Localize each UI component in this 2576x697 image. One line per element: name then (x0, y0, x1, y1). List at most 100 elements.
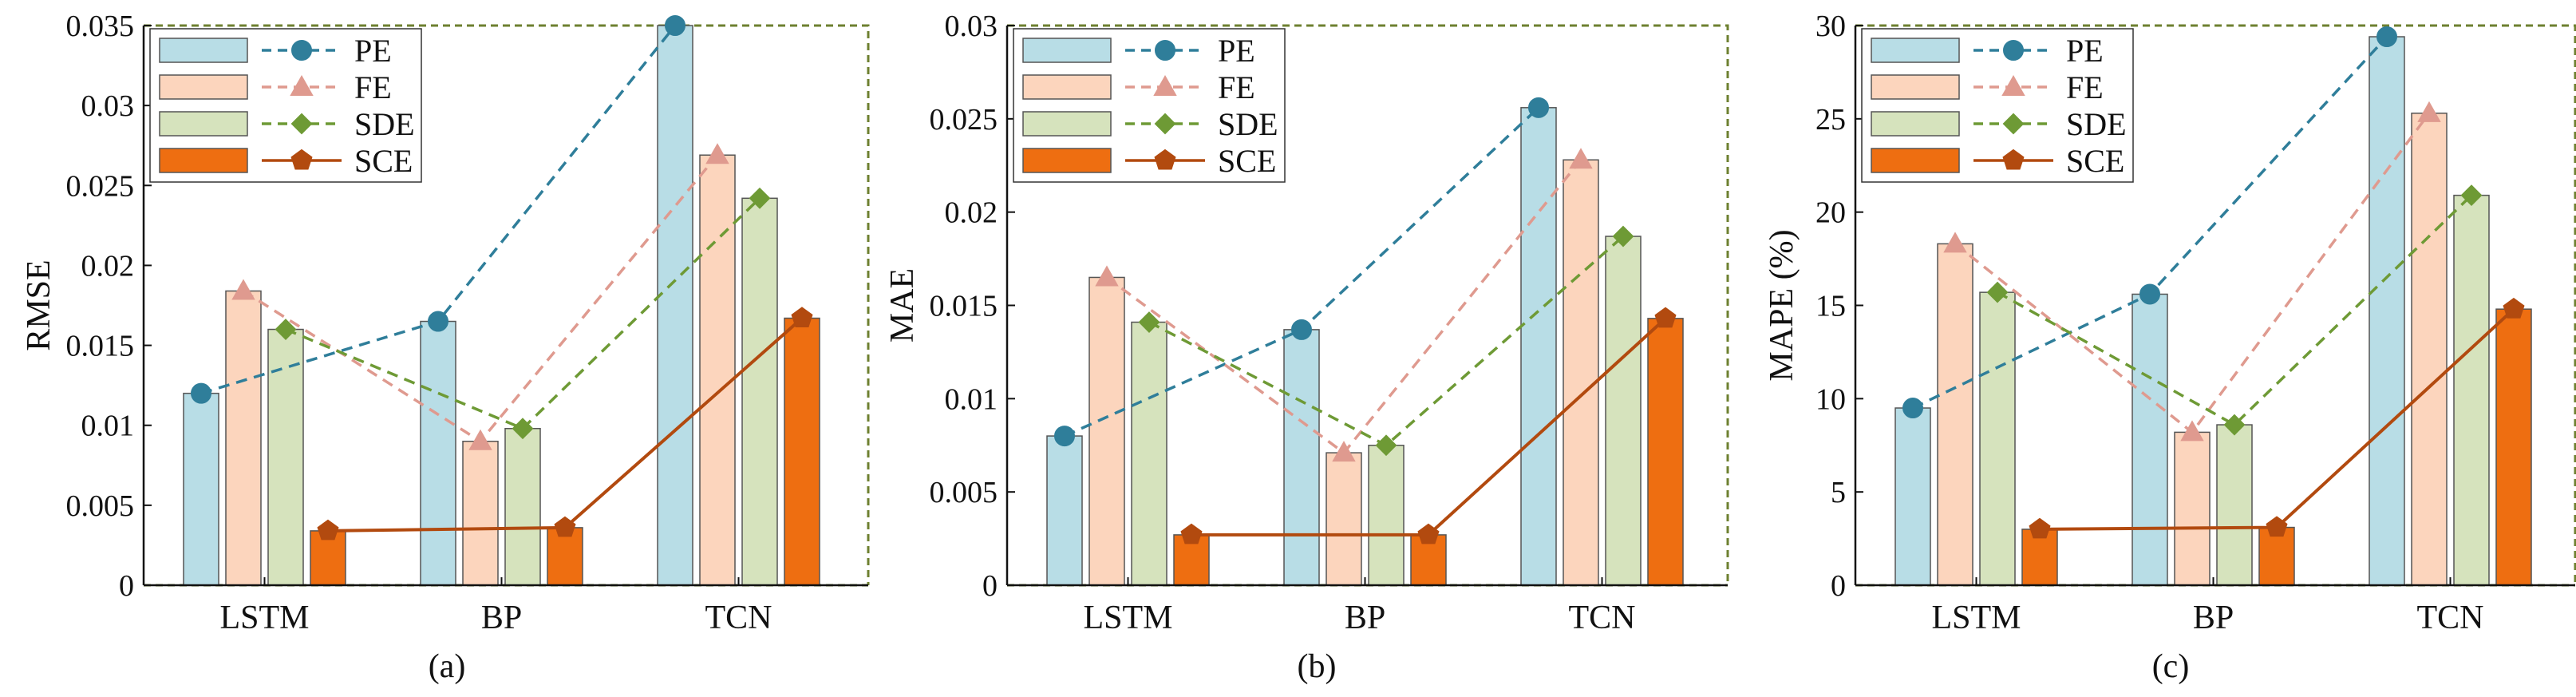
y-tick-label: 0.025 (930, 103, 998, 137)
point-sde-lstm (1138, 311, 1160, 333)
y-tick-label: 0.005 (66, 489, 135, 523)
chart-panel-3: 0 5 10 15 20 25 30 LSTM BP TCN MAPE (%) (c) PEFESDES… (1764, 10, 2576, 685)
legend-swatch-fe (1022, 74, 1112, 100)
x-tick-label: LSTM (1931, 600, 2021, 636)
legend-marker-sce (1154, 149, 1176, 170)
y-tick-label: 0.03 (945, 10, 998, 43)
point-fe-tcn (2417, 101, 2441, 122)
bar-sde-tcn (741, 197, 778, 586)
y-tick-label: 10 (1815, 382, 1846, 416)
legend-label-fe: FE (354, 69, 392, 105)
legend-swatch-sde (1022, 111, 1112, 137)
bar-fe-bp (462, 440, 499, 586)
bar-fe-bp (2174, 431, 2211, 586)
bar-fe-tcn (2411, 113, 2448, 586)
bar-fe-lstm (1088, 276, 1125, 586)
bar-sce-bp (2258, 526, 2295, 586)
point-sce-tcn (2503, 297, 2525, 319)
y-tick-label: 0.03 (81, 89, 135, 123)
point-fe-tcn (1569, 148, 1593, 169)
bar-sde-tcn (1605, 236, 1642, 586)
point-pe-lstm (1054, 426, 1075, 447)
bar-fe-tcn (1563, 159, 1599, 586)
legend-swatch-fe (159, 74, 248, 100)
point-sde-tcn (1612, 225, 1634, 248)
point-sde-lstm (275, 319, 297, 340)
bar-sde-bp (1368, 445, 1405, 586)
x-tick-label: BP (481, 600, 522, 636)
legend-label-sce: SCE (1218, 143, 1276, 179)
bar-pe-tcn (1520, 107, 1557, 586)
bar-pe-bp (1283, 329, 1320, 586)
legend-swatch-fe (1871, 74, 1960, 100)
legend-label-fe: FE (2066, 69, 2104, 105)
legend-swatch-pe (159, 38, 248, 63)
legend-label-pe: PE (354, 33, 392, 69)
legend-swatch-sde (159, 111, 248, 137)
bar-fe-bp (1326, 452, 1362, 586)
legend-marker-pe (1155, 40, 1175, 61)
y-tick-label: 0.01 (81, 410, 135, 443)
bar-sce-lstm (2021, 529, 2058, 586)
point-sce-bp (554, 516, 576, 537)
legend-marker-fe (2001, 74, 2025, 96)
legend-label-sde: SDE (2066, 106, 2127, 142)
x-tick-label: LSTM (1083, 600, 1172, 636)
legend-swatch-pe (1022, 38, 1112, 63)
legend-marker-sde (2002, 113, 2025, 135)
bar-sce-tcn (784, 317, 820, 586)
point-sde-bp (512, 418, 534, 440)
legend-label-sde: SDE (1218, 106, 1278, 142)
y-axis-label: RMSE (21, 259, 57, 350)
point-sde-tcn (749, 187, 771, 209)
y-tick-label: 0.015 (66, 330, 135, 363)
legend-marker-sde (290, 113, 313, 135)
point-sce-bp (2266, 516, 2288, 537)
legend-label-sde: SDE (354, 106, 415, 142)
bar-fe-tcn (699, 154, 736, 586)
legend-marker-pe (291, 40, 312, 61)
panel-label: (c) (2152, 648, 2190, 685)
legend-swatch-sde (1871, 111, 1960, 137)
plot-frame (144, 24, 870, 585)
y-tick-label: 5 (1831, 476, 1846, 509)
point-pe-lstm (1902, 398, 1923, 419)
bar-sce-tcn (1647, 318, 1684, 586)
y-tick-label: 0.015 (930, 290, 998, 323)
legend-marker-pe (2003, 40, 2024, 61)
point-sce-bp (1417, 523, 1440, 545)
x-tick-label: LSTM (219, 600, 309, 636)
bar-fe-lstm (1937, 243, 1973, 586)
y-tick-label: 0 (119, 569, 134, 603)
bar-sde-lstm (267, 328, 304, 586)
legend-swatch-sce (1022, 148, 1112, 173)
y-tick-label: 20 (1815, 196, 1846, 230)
point-fe-lstm (231, 279, 255, 300)
bar-pe-tcn (657, 25, 693, 586)
bar-sde-bp (504, 427, 541, 586)
x-tick-label: BP (2193, 600, 2234, 636)
point-fe-tcn (705, 143, 729, 164)
y-axis-label: MAE (884, 268, 921, 343)
legend-swatch-sce (159, 148, 248, 173)
y-tick-label: 0.025 (66, 169, 135, 203)
legend-marker-sce (2002, 149, 2025, 170)
point-fe-bp (2180, 420, 2204, 442)
panel-label: (b) (1298, 648, 1337, 685)
y-axis-label: MAPE (%) (1764, 229, 1800, 381)
y-tick-label: 25 (1815, 103, 1846, 137)
bar-sde-bp (2216, 424, 2253, 586)
panel-label: (a) (429, 648, 466, 685)
point-fe-lstm (1095, 265, 1119, 287)
point-fe-lstm (1943, 232, 1967, 253)
bar-sde-lstm (1979, 291, 2016, 586)
point-pe-bp (1291, 319, 1312, 340)
bar-pe-bp (2132, 293, 2168, 586)
point-pe-tcn (665, 15, 685, 36)
point-sce-lstm (1180, 523, 1203, 545)
y-tick-label: 0 (982, 569, 998, 603)
y-tick-label: 0.01 (945, 382, 998, 416)
